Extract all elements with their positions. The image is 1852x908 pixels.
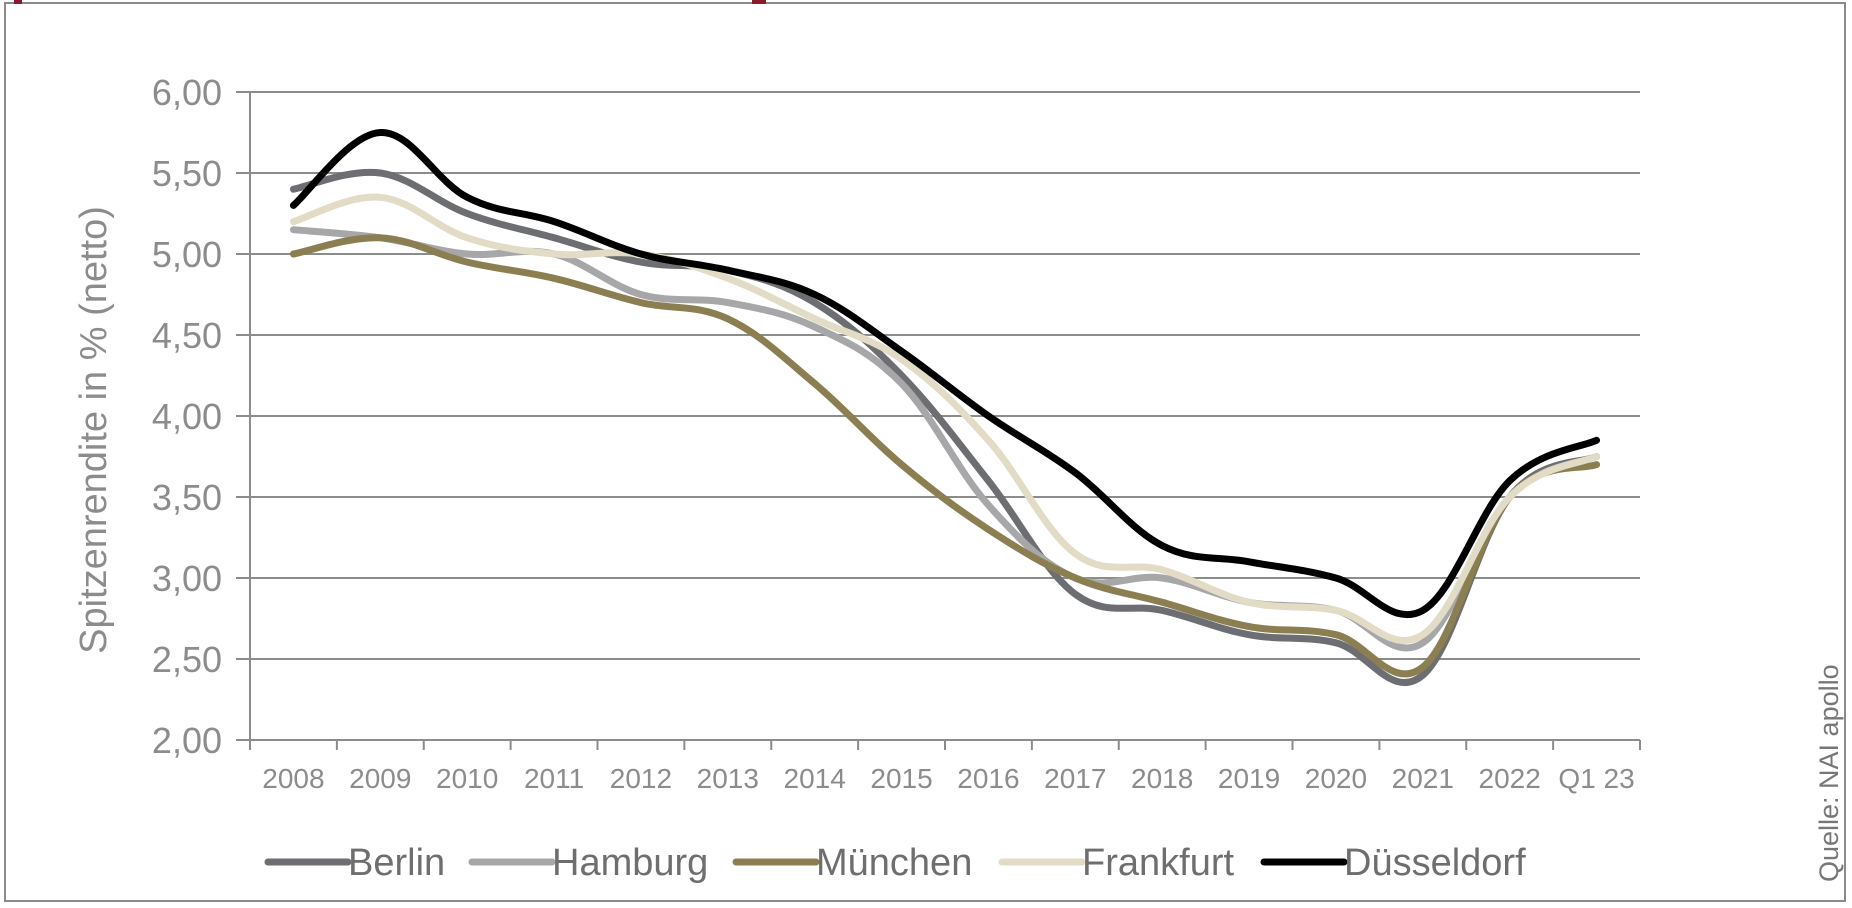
y-tick-label: 5,00 [152,234,222,275]
axes [249,92,1641,750]
x-tick-label: 2010 [436,763,498,794]
chart-frame [4,2,1846,902]
x-tick-label: 2016 [957,763,1019,794]
legend-label-muenchen: München [816,842,972,884]
y-tick-label: 3,00 [152,558,222,599]
x-tick-label: 2009 [349,763,411,794]
y-tick-labels: 2,00 2,50 3,00 3,50 4,00 4,50 5,00 5,50 6,00 [152,72,222,761]
y-tick-label: 6,00 [152,72,222,113]
x-tick-label: 2017 [1044,763,1106,794]
series-line-frankfurt [289,193,1601,645]
legend-label-frankfurt: Frankfurt [1082,842,1234,884]
accent-bar-left [14,0,22,4]
x-tick-label: 2011 [524,763,584,794]
x-tick-label: 2020 [1305,763,1367,794]
y-axis-label: Spitzenrendite in % (netto) [73,206,115,654]
x-tick-label: 2015 [870,763,932,794]
x-tick-label: 2008 [262,763,324,794]
x-tick-labels: 2008 2009 2010 2011 2012 2013 2014 2015 2016 2017… [262,763,1634,794]
x-tick-label: 2012 [610,763,672,794]
x-tick-label: 2013 [697,763,759,794]
series-line-berlin [289,168,1601,686]
x-tick-label: 2019 [1218,763,1280,794]
source-note: Quelle: NAI apollo [1814,664,1844,882]
x-tick-label: 2014 [784,763,846,794]
y-tick-label: 2,00 [152,720,222,761]
series-line-hamburg [289,226,1601,652]
y-tick-label: 2,50 [152,639,222,680]
legend-label-duesseldorf: Düsseldorf [1344,842,1526,884]
x-tick-label: 2022 [1479,763,1541,794]
x-tick-label: 2018 [1131,763,1193,794]
series-line-duesseldorf [289,128,1601,619]
y-tick-label: 4,00 [152,396,222,437]
x-tick-label: Q1 23 [1558,763,1634,794]
series-lines [289,128,1601,686]
legend: Berlin Hamburg München Frankfurt Düsseldorf [264,842,1526,884]
y-tick-label: 3,50 [152,477,222,518]
x-tick-label: 2021 [1392,763,1454,794]
accent-bar-right [752,0,766,4]
legend-label-berlin: Berlin [348,842,445,884]
y-tick-label: 5,50 [152,153,222,194]
legend-label-hamburg: Hamburg [552,842,708,884]
y-tick-label: 4,50 [152,315,222,356]
series-line-muenchen [289,234,1601,678]
